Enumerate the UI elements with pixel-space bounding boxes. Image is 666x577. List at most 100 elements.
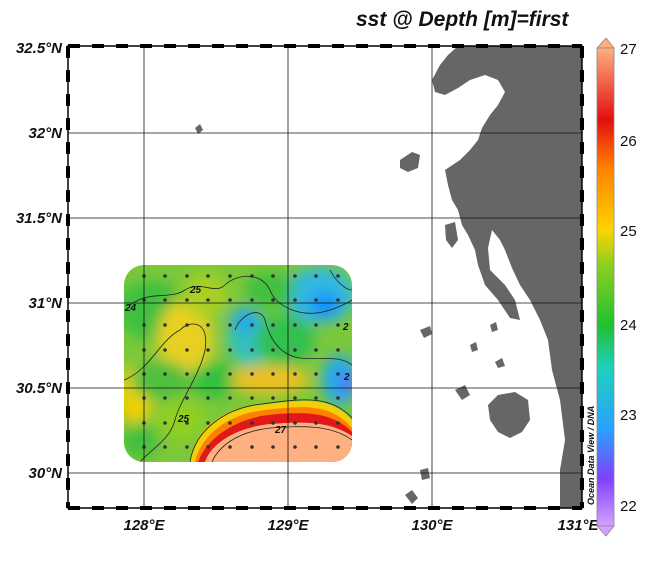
station-dot xyxy=(293,274,297,278)
station-dot xyxy=(185,372,189,376)
station-dot xyxy=(185,323,189,327)
colorbar-tick-label: 23 xyxy=(620,407,637,424)
station-dot xyxy=(206,445,210,449)
station-dot xyxy=(271,298,275,302)
station-dot xyxy=(228,421,232,425)
lat-tick-label: 32.5°N xyxy=(16,40,63,57)
station-dot xyxy=(250,274,254,278)
contour-label: 2 xyxy=(342,322,349,333)
station-dot xyxy=(163,323,167,327)
station-dot xyxy=(206,274,210,278)
colorbar-tick-label: 25 xyxy=(620,223,637,240)
station-dot xyxy=(228,396,232,400)
map-border xyxy=(66,44,584,510)
station-dot xyxy=(336,323,340,327)
station-dot xyxy=(206,421,210,425)
station-dot xyxy=(163,348,167,352)
lon-tick-label: 128°E xyxy=(123,517,165,534)
station-dot xyxy=(336,372,340,376)
station-dot xyxy=(228,323,232,327)
lat-tick-label: 31.5°N xyxy=(16,210,63,227)
station-dot xyxy=(250,421,254,425)
station-dot xyxy=(185,298,189,302)
station-dot xyxy=(314,348,318,352)
contour-lines xyxy=(124,269,352,462)
station-dot xyxy=(185,274,189,278)
station-dot xyxy=(336,445,340,449)
station-dot xyxy=(336,274,340,278)
colorbar-tick-label: 22 xyxy=(620,498,637,515)
land xyxy=(195,46,582,508)
station-dot xyxy=(314,396,318,400)
colorbar-tick-label: 27 xyxy=(620,41,637,58)
station-dot xyxy=(185,445,189,449)
station-dot xyxy=(314,323,318,327)
lat-tick-label: 30.5°N xyxy=(16,380,63,397)
station-dot xyxy=(336,348,340,352)
station-dot xyxy=(314,274,318,278)
station-dot xyxy=(185,396,189,400)
station-dot xyxy=(293,421,297,425)
contour-label: 25 xyxy=(189,285,202,296)
station-dot xyxy=(293,348,297,352)
station-dot xyxy=(293,372,297,376)
station-dot xyxy=(271,348,275,352)
station-dot xyxy=(314,298,318,302)
station-dot xyxy=(336,421,340,425)
map-frame xyxy=(67,45,583,509)
station-dot xyxy=(250,372,254,376)
station-dot xyxy=(206,348,210,352)
colorbar xyxy=(596,37,615,537)
grid-lines xyxy=(68,46,582,508)
station-dot xyxy=(336,298,340,302)
station-dot xyxy=(293,323,297,327)
station-dot xyxy=(271,445,275,449)
lon-tick-label: 130°E xyxy=(411,517,453,534)
station-dot xyxy=(228,274,232,278)
lat-tick-label: 30°N xyxy=(28,465,63,482)
station-dot xyxy=(163,298,167,302)
station-dot xyxy=(250,323,254,327)
sst-field xyxy=(124,265,352,462)
station-dot xyxy=(314,445,318,449)
colorbar-tick-label: 26 xyxy=(620,133,637,150)
station-dot xyxy=(163,274,167,278)
station-dot xyxy=(185,348,189,352)
station-dot xyxy=(250,396,254,400)
contour-label: 24 xyxy=(124,303,137,314)
station-dot xyxy=(271,372,275,376)
station-dot xyxy=(271,274,275,278)
station-dot xyxy=(250,298,254,302)
station-dot xyxy=(206,298,210,302)
page-title: sst @ Depth [m]=first xyxy=(356,8,569,31)
station-dot xyxy=(250,348,254,352)
station-dot xyxy=(163,396,167,400)
station-dot xyxy=(293,396,297,400)
contour-label: 25 xyxy=(177,414,190,425)
lon-tick-label: 131°E xyxy=(557,517,599,534)
credit-text: Ocean Data View / DNA xyxy=(586,406,596,505)
station-dot xyxy=(185,421,189,425)
station-dot xyxy=(206,372,210,376)
station-dot xyxy=(293,298,297,302)
station-dots xyxy=(142,274,340,449)
station-dot xyxy=(206,323,210,327)
colorbar-tick-label: 24 xyxy=(620,317,637,334)
station-dot xyxy=(228,372,232,376)
station-dot xyxy=(228,348,232,352)
station-dot xyxy=(314,372,318,376)
lat-tick-label: 32°N xyxy=(28,125,63,142)
station-dot xyxy=(228,445,232,449)
lon-tick-label: 129°E xyxy=(267,517,309,534)
station-dot xyxy=(336,396,340,400)
station-dot xyxy=(293,445,297,449)
station-dot xyxy=(314,421,318,425)
station-dot xyxy=(206,396,210,400)
contour-label: 27 xyxy=(274,425,287,436)
station-dot xyxy=(163,445,167,449)
station-dot xyxy=(271,396,275,400)
station-dot xyxy=(228,298,232,302)
station-dot xyxy=(271,421,275,425)
lat-tick-label: 31°N xyxy=(28,295,63,312)
